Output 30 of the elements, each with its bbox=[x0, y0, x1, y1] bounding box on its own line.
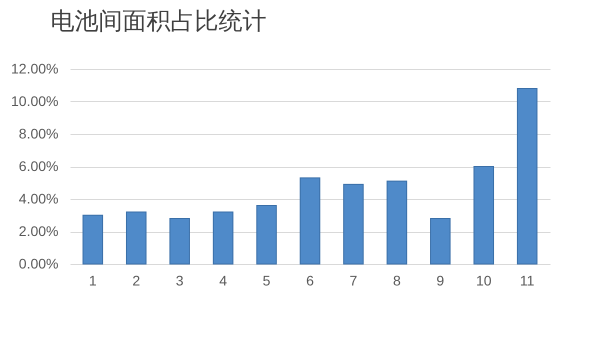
x-tick-label: 9 bbox=[436, 272, 444, 288]
x-tick-label: 4 bbox=[219, 272, 228, 288]
x-tick-label: 11 bbox=[520, 272, 535, 288]
x-tick-label: 1 bbox=[88, 272, 97, 288]
chart-title: 电池间面积占比统计 bbox=[50, 7, 267, 35]
bar bbox=[473, 166, 494, 264]
x-tick-label: 10 bbox=[476, 272, 492, 288]
bar bbox=[343, 184, 364, 264]
bar bbox=[516, 88, 538, 264]
y-tick-label: 6.00% bbox=[18, 158, 58, 174]
bar bbox=[212, 212, 234, 264]
x-tick-label: 2 bbox=[132, 272, 140, 288]
x-tick-label: 7 bbox=[350, 272, 358, 288]
bar bbox=[256, 205, 277, 264]
bar bbox=[126, 212, 147, 264]
x-tick-label: 6 bbox=[306, 272, 314, 288]
x-tick-label: 3 bbox=[176, 272, 184, 288]
bar bbox=[386, 180, 408, 264]
y-tick-label: 2.00% bbox=[18, 223, 58, 239]
bar bbox=[82, 214, 104, 264]
bar bbox=[300, 177, 320, 264]
y-tick-label: 10.00% bbox=[11, 93, 58, 109]
y-tick-label: 4.00% bbox=[18, 190, 58, 206]
y-tick-label: 8.00% bbox=[18, 126, 58, 142]
bar bbox=[430, 218, 451, 264]
y-tick-label: 12.00% bbox=[11, 60, 58, 76]
bar bbox=[169, 218, 190, 264]
x-tick-label: 5 bbox=[262, 272, 271, 288]
x-tick-label: 8 bbox=[392, 272, 401, 288]
y-tick-label: 0.00% bbox=[18, 256, 58, 272]
